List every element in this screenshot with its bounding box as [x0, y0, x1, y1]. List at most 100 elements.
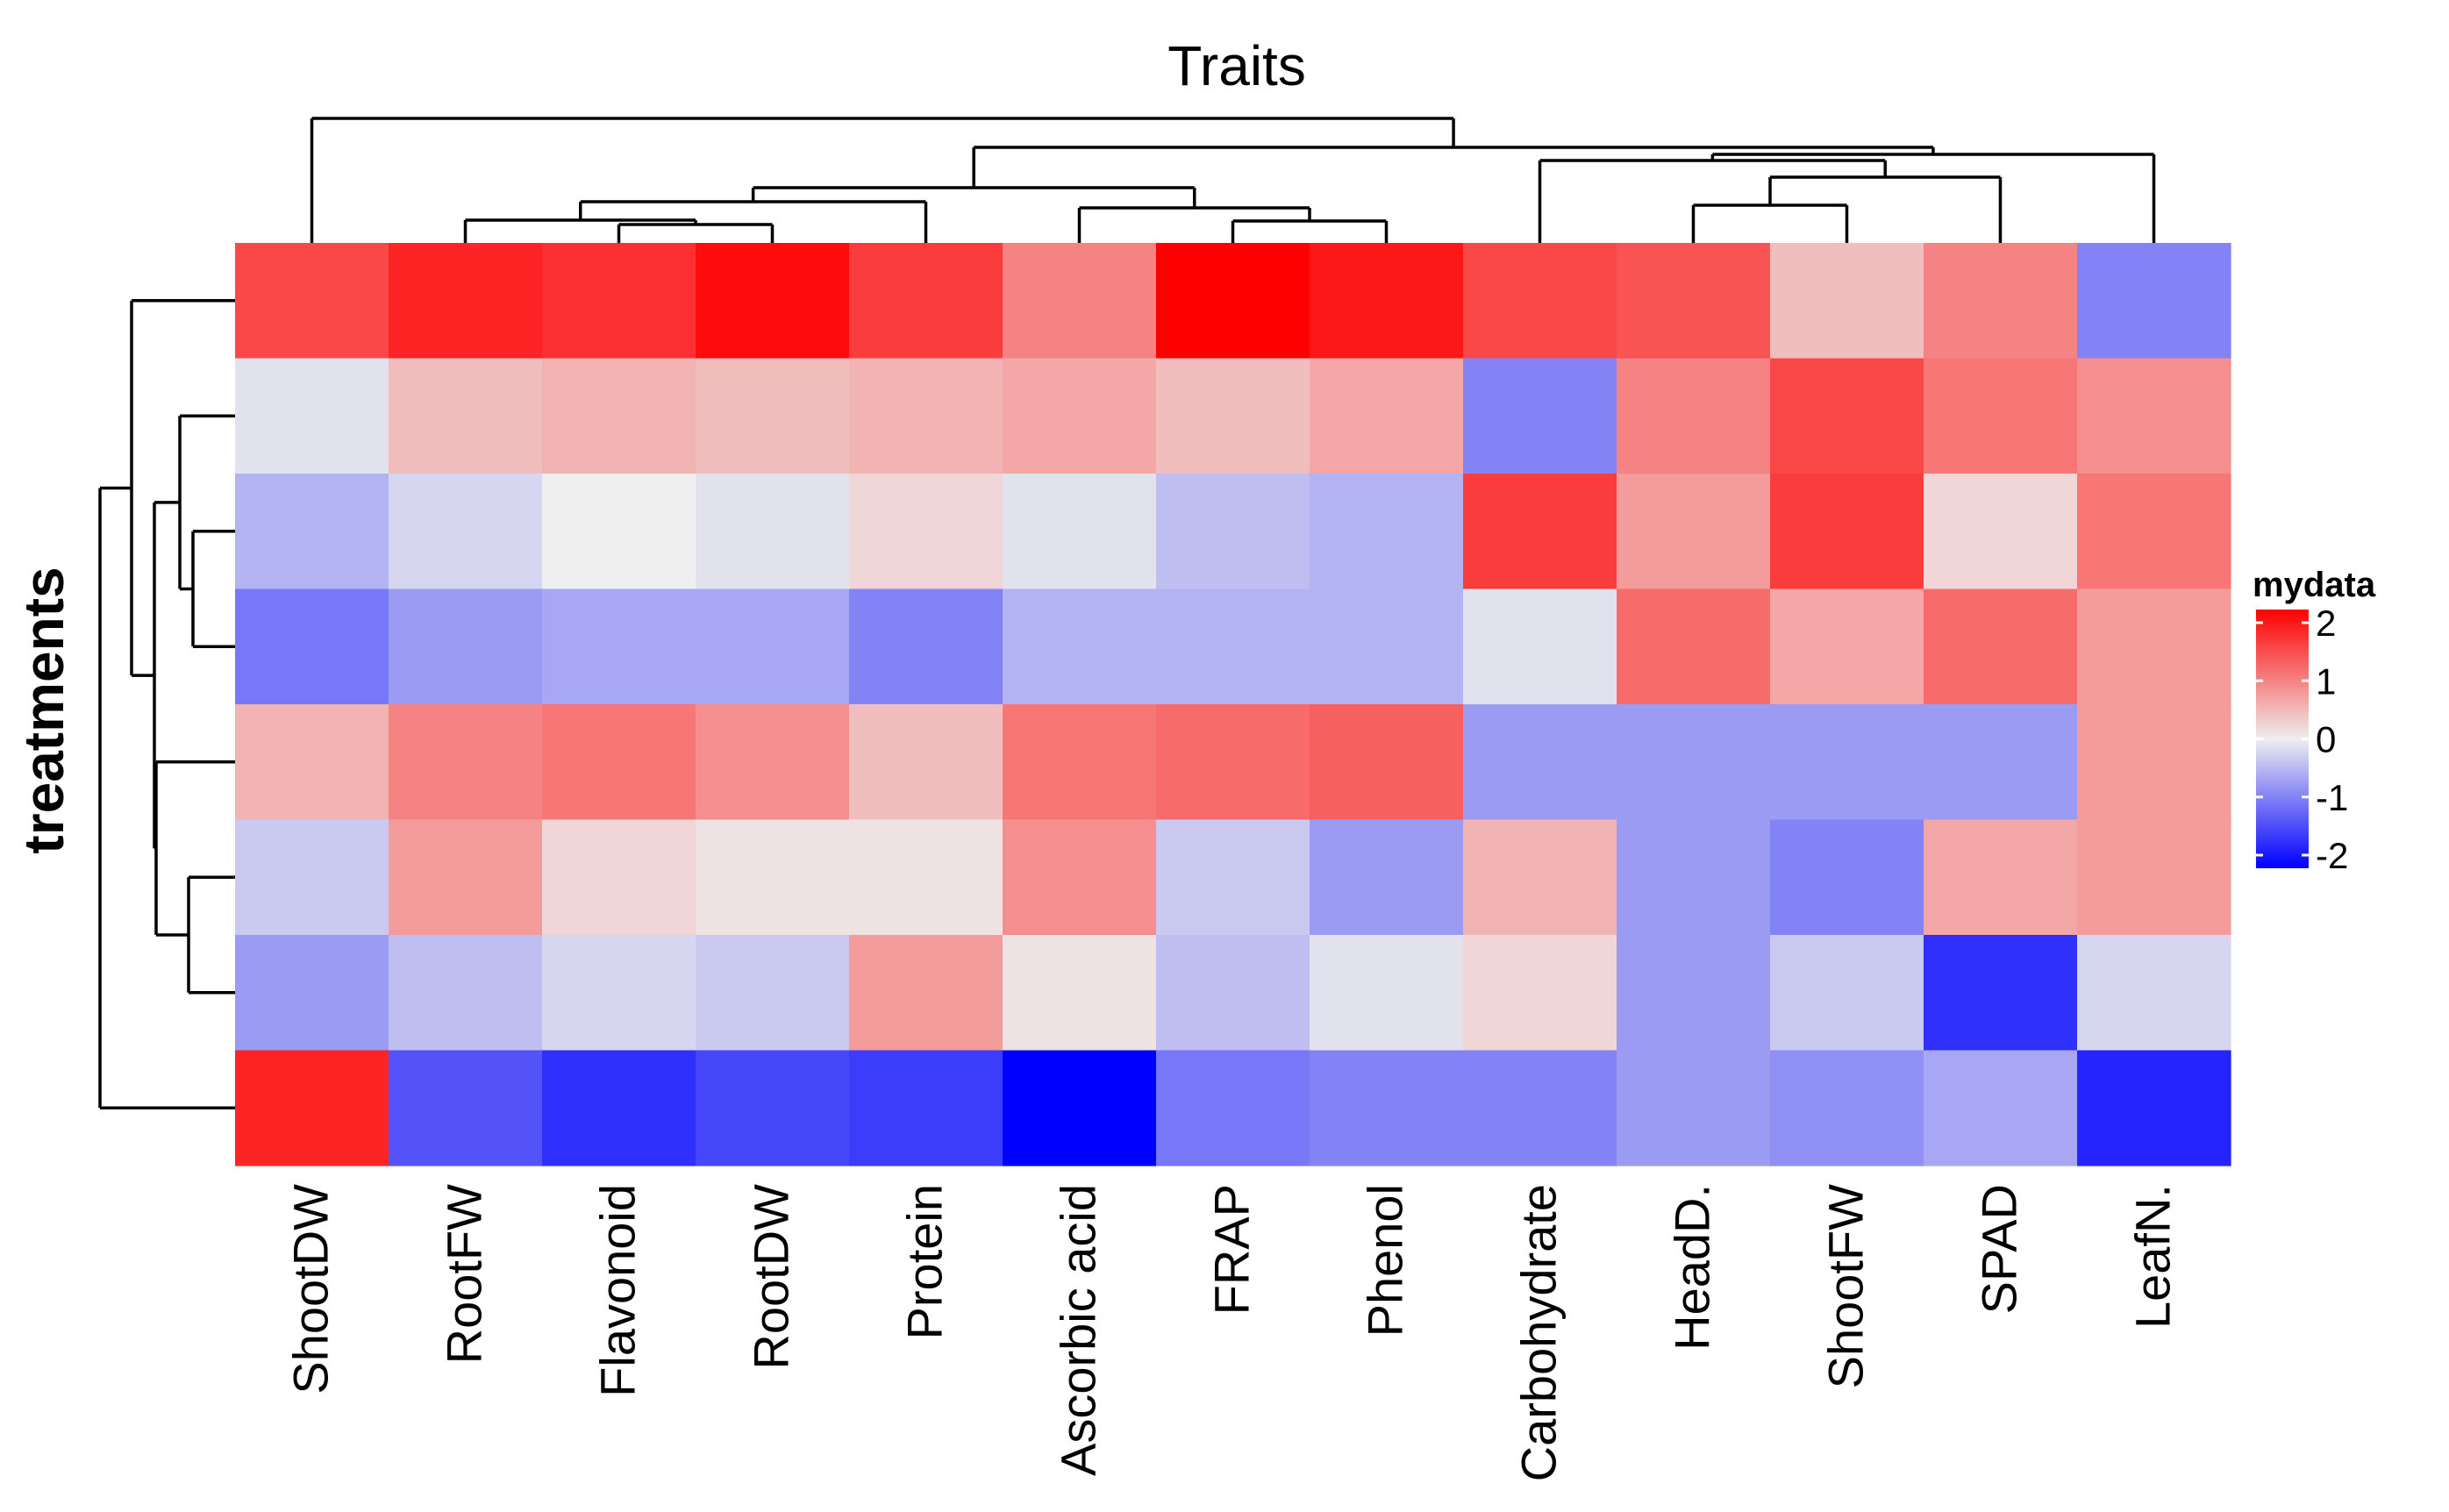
heatmap-cell: [1463, 704, 1617, 821]
heatmap-cell: [1463, 588, 1617, 705]
heatmap-cell: [1156, 243, 1310, 360]
heatmap-cell: [1156, 1050, 1310, 1166]
heatmap-cell: [235, 474, 389, 590]
heatmap-cell: [1156, 819, 1310, 936]
heatmap-cell: [1310, 704, 1464, 821]
heatmap-cell: [696, 935, 850, 1052]
legend-tick-label: 2: [2316, 603, 2336, 644]
heatmap-cell: [2077, 935, 2231, 1052]
heatmap-cell: [235, 1050, 389, 1166]
heatmap-cell: [1770, 588, 1924, 705]
heatmap-cell: [849, 358, 1003, 474]
heatmap-cell: [1617, 935, 1771, 1052]
heatmap-cell: [235, 358, 389, 474]
heatmap-cell: [1310, 1050, 1464, 1166]
heatmap-cell: [1003, 358, 1157, 474]
heatmap-cell: [1463, 935, 1617, 1052]
heatmap-cell: [1770, 704, 1924, 821]
heatmap-cells: [235, 243, 2231, 1166]
heatmap-cell: [1924, 935, 2078, 1052]
heatmap-cell: [849, 704, 1003, 821]
heatmap-cell: [1310, 358, 1464, 474]
heatmap-cell: [235, 243, 389, 360]
heatmap-cell: [542, 588, 696, 705]
heatmap-cell: [849, 935, 1003, 1052]
heatmap-cell: [1003, 1050, 1157, 1166]
heatmap-cell: [235, 588, 389, 705]
heatmap-cell: [1156, 935, 1310, 1052]
heatmap-cell: [1463, 1050, 1617, 1166]
heatmap-cell: [1924, 819, 2078, 936]
heatmap-cell: [389, 704, 543, 821]
heatmap-cell: [696, 819, 850, 936]
heatmap-cell: [849, 474, 1003, 590]
heatmap-cell: [2077, 819, 2231, 936]
heatmap-cell: [2077, 474, 2231, 590]
heatmap-cell: [849, 243, 1003, 360]
heatmap-cell: [849, 819, 1003, 936]
heatmap-cell: [389, 1050, 543, 1166]
heatmap-cell: [1617, 474, 1771, 590]
heatmap-cell: [1924, 358, 2078, 474]
heatmap-cell: [1617, 588, 1771, 705]
heatmap-cell: [1924, 243, 2078, 360]
heatmap-cell: [1770, 1050, 1924, 1166]
column-dendrogram: [310, 117, 2156, 243]
heatmap-cell: [1617, 1050, 1771, 1166]
legend-ticks: 2 1 0 -1 -2: [2256, 603, 2348, 876]
heatmap-cell: [1310, 474, 1464, 590]
column-label: FRAP: [1204, 1184, 1260, 1315]
heatmap-cell: [2077, 1050, 2231, 1166]
heatmap-cell: [389, 243, 543, 360]
heatmap-cell: [1003, 474, 1157, 590]
heatmap-cell: [696, 358, 850, 474]
heatmap-cell: [1924, 588, 2078, 705]
heatmap-cell: [1617, 704, 1771, 821]
heatmap-cell: [1770, 358, 1924, 474]
heatmap-cell: [235, 935, 389, 1052]
color-legend: mydata 2 1 0 -1 -2: [2253, 566, 2376, 876]
heatmap-cell: [542, 704, 696, 821]
heatmap-cell: [1617, 243, 1771, 360]
heatmap-cell: [696, 243, 850, 360]
heatmap-cell: [849, 588, 1003, 705]
y-axis-label: treatments: [12, 567, 75, 853]
heatmap-cell: [696, 704, 850, 821]
heatmap-cell: [2077, 704, 2231, 821]
heatmap-cell: [1156, 588, 1310, 705]
heatmap-cell: [1463, 474, 1617, 590]
heatmap-cell: [235, 704, 389, 821]
column-label: Ascorbic acid: [1051, 1184, 1106, 1476]
column-label: SPAD: [1972, 1184, 2027, 1314]
heatmap-cell: [2077, 243, 2231, 360]
heatmap-cell: [1003, 243, 1157, 360]
heatmap-cell: [1156, 474, 1310, 590]
heatmap-cell: [389, 588, 543, 705]
heatmap-cell: [2077, 588, 2231, 705]
column-label: ShootDW: [283, 1184, 339, 1394]
heatmap-cell: [542, 935, 696, 1052]
heatmap-cell: [1617, 358, 1771, 474]
column-label: Flavonoid: [590, 1184, 646, 1397]
heatmap-cell: [696, 1050, 850, 1166]
heatmap-cell: [389, 819, 543, 936]
heatmap-cell: [1770, 819, 1924, 936]
heatmap-cell: [1003, 819, 1157, 936]
heatmap-cell: [1924, 1050, 2078, 1166]
column-label: HeadD.: [1665, 1184, 1720, 1351]
heatmap-cell: [542, 819, 696, 936]
heatmap-cell: [389, 474, 543, 590]
heatmap-cell: [1310, 819, 1464, 936]
heatmap-cell: [2077, 358, 2231, 474]
heatmap-cell: [1156, 704, 1310, 821]
legend-tick-label: -2: [2316, 835, 2348, 876]
column-labels: ShootDW RootFW Flavonoid RootDW Protein Ascor…: [283, 1184, 2181, 1481]
heatmap-cell: [542, 1050, 696, 1166]
heatmap-cell: [1156, 358, 1310, 474]
legend-tick-label: 0: [2316, 719, 2336, 760]
legend-tick-label: -1: [2316, 777, 2348, 818]
legend-title: mydata: [2253, 566, 2376, 604]
row-dendrogram: [98, 299, 235, 1109]
column-label: ShootFW: [1818, 1184, 1874, 1389]
